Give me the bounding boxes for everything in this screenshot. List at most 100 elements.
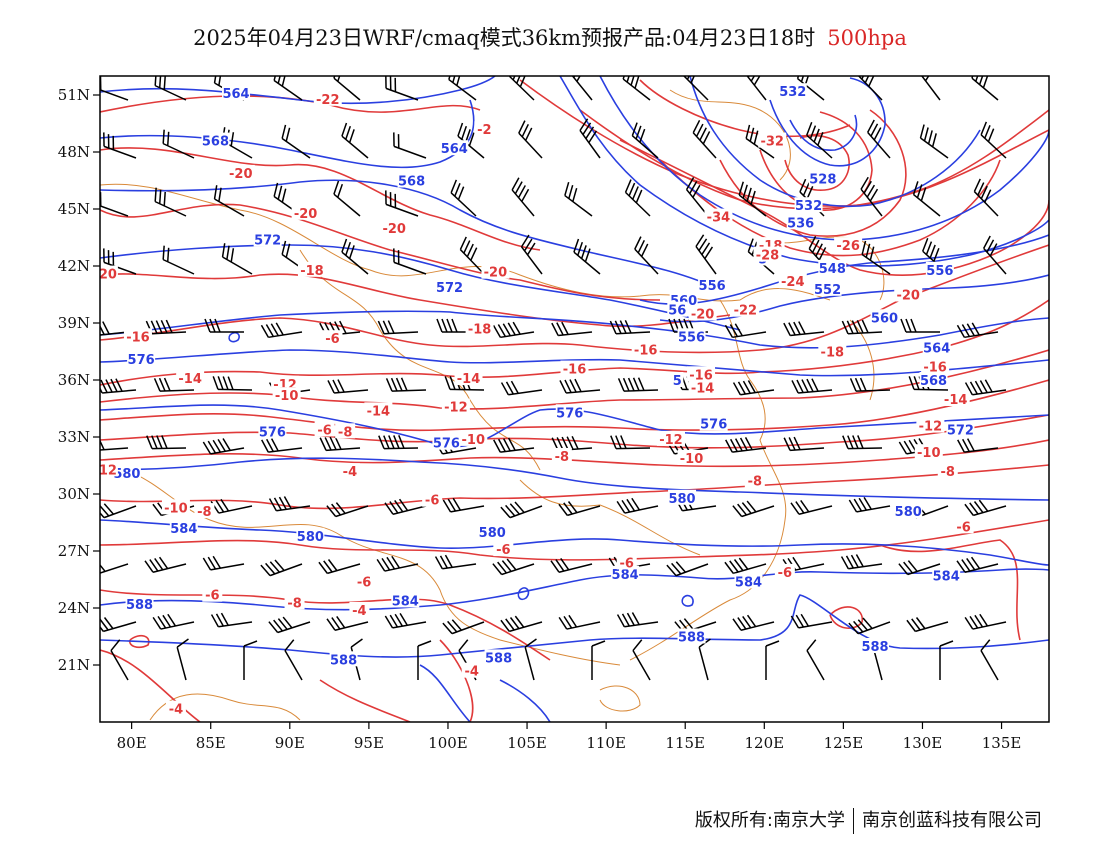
wind-barb: [273, 182, 303, 217]
height-label-bg: [818, 259, 847, 275]
title-main: 2025年04月23日WRF/cmaq模式36km预报产品:04月23日18时: [193, 26, 816, 50]
height-label: 532: [779, 85, 806, 100]
wind-barb: [918, 76, 941, 101]
temperature-label: -10: [680, 452, 704, 467]
temperature-label-bg: [493, 541, 514, 557]
height-label: 580: [297, 530, 324, 545]
wind-barb: [867, 119, 891, 159]
height-label: 584: [170, 522, 197, 537]
temperature-label: -22: [734, 304, 758, 319]
wind-barb: [550, 557, 593, 573]
height-label-bg: [478, 524, 507, 539]
wind-barb: [210, 498, 253, 514]
x-tick-label: 80E: [117, 734, 147, 752]
height-label-bg: [484, 649, 513, 665]
wind-barb: [956, 556, 999, 573]
wind-barb: [744, 76, 767, 101]
wind-barb: [570, 76, 593, 101]
wind-barb: [273, 76, 303, 101]
height-label: 576: [700, 418, 727, 433]
wind-barb: [765, 640, 780, 680]
height-label-bg: [699, 415, 728, 431]
temperature-label: -8: [555, 450, 569, 465]
wind-barb: [376, 555, 419, 572]
wind-barb: [153, 377, 195, 392]
wind-barb: [849, 377, 891, 392]
x-tick-label: 115E: [665, 734, 705, 752]
temperature-label: -8: [941, 465, 955, 480]
height-label-bg: [922, 339, 951, 355]
wind-barb: [221, 243, 253, 275]
temperature-label: -6: [325, 332, 339, 347]
wind-barb: [983, 235, 1007, 275]
height-label-bg: [329, 651, 358, 667]
temperature-label-bg: [161, 499, 190, 515]
wind-barb: [268, 616, 311, 634]
height-label: 5: [673, 374, 682, 389]
temperature-label-bg: [100, 265, 118, 281]
temperature-label-bg: [753, 246, 782, 262]
wind-barb: [162, 129, 195, 159]
wind-barb: [144, 556, 187, 573]
temperature-label: -18: [821, 346, 845, 361]
temperature-label-bg: [461, 662, 482, 678]
y-tick-label: 42N: [58, 257, 90, 275]
wind-barb: [912, 181, 941, 217]
temperature-label-bg: [314, 421, 335, 437]
height-label-bg: [169, 520, 198, 536]
temperature-label-bg: [465, 320, 494, 336]
y-tick-label: 33N: [58, 428, 90, 446]
height-label: 564: [923, 342, 950, 357]
temperature-label-bg: [176, 370, 205, 386]
wind-barb: [860, 176, 883, 217]
temperature-label: 20: [99, 268, 117, 283]
temperature-label: -18: [468, 323, 492, 338]
temperature-label-bg: [688, 379, 717, 395]
temperature-label: -28: [756, 249, 780, 264]
wind-barb: [848, 617, 891, 635]
temperature-label-bg: [687, 366, 716, 382]
wind-barb: [980, 121, 1007, 159]
height-label: 580: [668, 492, 695, 507]
wind-barb: [631, 122, 659, 159]
wind-barb: [261, 438, 303, 453]
height-label: 584: [933, 570, 960, 585]
height-label: 576: [433, 437, 460, 452]
temperature-label: -12: [444, 401, 468, 416]
wind-barb: [385, 377, 427, 392]
temperature-label-bg: [194, 503, 215, 519]
height-label-bg: [794, 197, 823, 213]
height-label-bg: [677, 628, 706, 644]
height-label-bg: [919, 372, 948, 387]
y-tick-label: 24N: [58, 599, 90, 617]
height-label-bg: [698, 277, 727, 292]
wind-barb: [624, 179, 651, 217]
wind-barb: [393, 248, 427, 275]
wind-barb: [442, 619, 485, 635]
wind-barb: [634, 236, 659, 275]
temperature-label-bg: [914, 444, 943, 460]
wind-barb: [806, 121, 833, 159]
wind-barb: [683, 76, 709, 101]
wind-barb: [103, 248, 137, 275]
wind-barb: [632, 639, 651, 681]
wind-barb: [326, 615, 369, 631]
wind-barb: [243, 640, 258, 680]
height-label-bg: [201, 132, 230, 148]
wind-barb: [326, 502, 369, 518]
wind-barb: [841, 319, 883, 335]
wind-barb: [459, 236, 485, 275]
temperature-label-bg: [271, 375, 300, 391]
temperature-label-bg: [704, 208, 733, 224]
height-label-bg: [671, 372, 684, 387]
wind-barb: [971, 76, 999, 101]
wind-barb: [724, 557, 767, 575]
wind-barb: [732, 380, 775, 396]
height-label: 532: [795, 199, 822, 214]
height-label: 572: [436, 281, 463, 296]
wind-barb: [806, 639, 825, 681]
temperature-label: -6: [619, 556, 633, 571]
height-label: 552: [814, 283, 841, 298]
wind-barb: [319, 436, 361, 452]
temperature-label-bg: [349, 601, 370, 617]
